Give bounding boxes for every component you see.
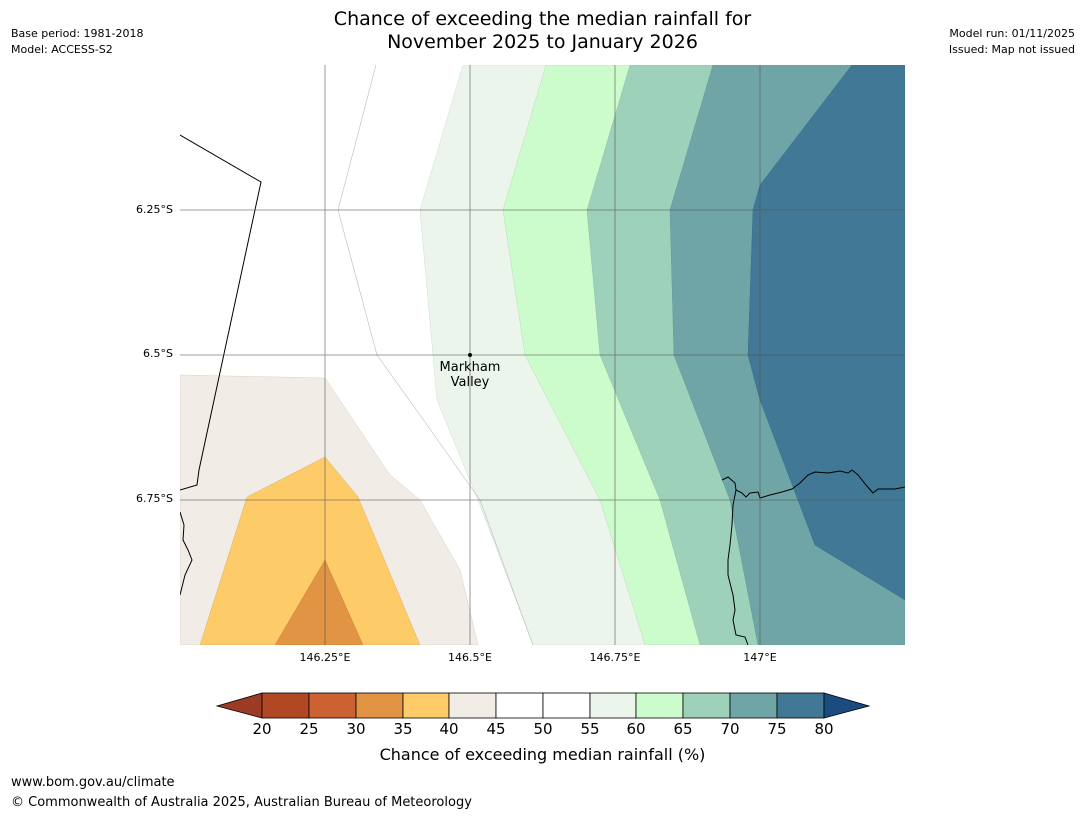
x-tick-146-5e: 146.5°E [448,651,492,664]
band-35-40 [199,456,421,645]
colorbar-tick-50: 50 [533,720,553,738]
colorbar-seg-20-25 [261,692,310,719]
colorbar-seg-55-60 [589,692,637,719]
y-tick-6-5s: 6.5°S [143,347,173,360]
border-line [180,134,262,491]
header-left: Base period: 1981-2018 Model: ACCESS-S2 [11,26,143,58]
colorbar-tick-65: 65 [673,720,693,738]
colorbar-seg-45-50 [495,692,544,719]
x-tick-147e: 147°E [743,651,777,664]
coastline-east [727,489,749,645]
y-tick-6-25s: 6.25°S [136,203,173,216]
colorbar-extend-high [823,692,871,719]
colorbar-tick-30: 30 [346,720,366,738]
coastline-huon [721,469,905,499]
colorbar-seg-75-80 [776,692,825,719]
colorbar-seg-35-40 [402,692,450,719]
colorbar-seg-60-65 [635,692,684,719]
colorbar-tick-70: 70 [720,720,740,738]
colorbar-tick-45: 45 [486,720,506,738]
colorbar-seg-25-30 [308,692,357,719]
y-tick-6-75s: 6.75°S [136,492,173,505]
colorbar-seg-70-75 [729,692,778,719]
model-run-text: Model run: 01/11/2025 [949,27,1075,40]
rainfall-map[interactable] [180,65,905,645]
colorbar-tick-80: 80 [814,720,834,738]
colorbar-label: Chance of exceeding median rainfall (%) [379,745,706,764]
colorbar [215,692,871,719]
band-30-35 [274,559,364,645]
gridlines [180,65,905,645]
colorbar-tick-20: 20 [252,720,272,738]
base-period-text: Base period: 1981-2018 [11,27,144,40]
page-title: Chance of exceeding the median rainfall … [0,8,1085,54]
coastline-west [180,511,193,596]
colorbar-seg-40-45 [448,692,497,719]
colorbar-tick-25: 25 [299,720,319,738]
colorbar-tick-55: 55 [580,720,600,738]
model-text: Model: ACCESS-S2 [11,43,113,56]
issued-text: Issued: Map not issued [948,43,1075,56]
footer-copyright: © Commonwealth of Australia 2025, Austra… [11,795,472,810]
place-label-line-2: Valley [450,375,490,390]
colorbar-tick-60: 60 [626,720,646,738]
x-tick-146-25e: 146.25°E [299,651,351,664]
colorbar-seg-65-70 [682,692,731,719]
header-right: Model run: 01/11/2025 Issued: Map not is… [949,26,1075,58]
colorbar-tick-35: 35 [393,720,413,738]
title-line-1: Chance of exceeding the median rainfall … [333,8,752,30]
contour-50 [337,65,534,645]
place-label: Markham Valley [420,360,520,390]
place-label-line-1: Markham [439,360,501,375]
markham-valley-marker [468,353,472,357]
colorbar-extend-low [215,692,263,719]
colorbar-tick-40: 40 [439,720,459,738]
colorbar-tick-75: 75 [767,720,787,738]
x-tick-146-75e: 146.75°E [589,651,641,664]
title-line-2: November 2025 to January 2026 [387,31,698,53]
colorbar-seg-50-55 [542,692,591,719]
colorbar-seg-30-35 [355,692,404,719]
colorbar-ticks: 20 25 30 35 40 45 50 55 60 65 70 75 80 [215,720,871,740]
footer-url[interactable]: www.bom.gov.au/climate [11,775,175,790]
